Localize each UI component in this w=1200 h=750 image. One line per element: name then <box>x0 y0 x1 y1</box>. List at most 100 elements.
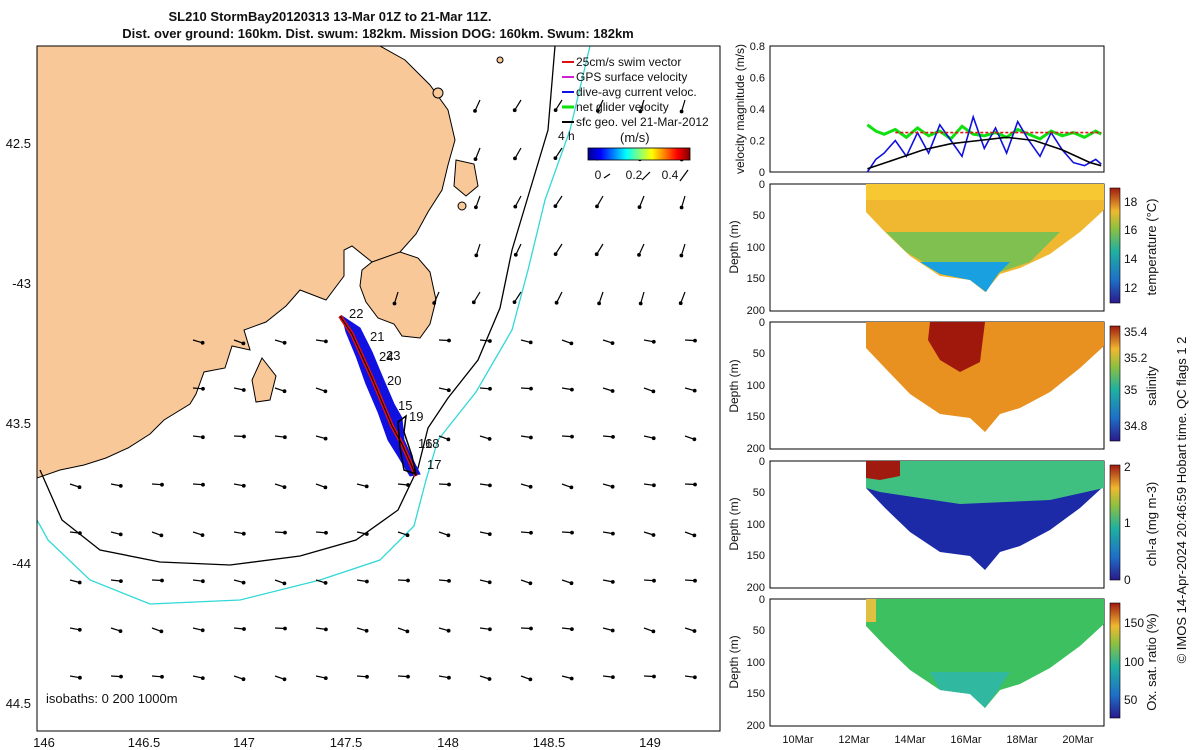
temperature-colorbar-label: temperature (°C) <box>1144 199 1159 296</box>
current-vector-head <box>678 301 683 306</box>
current-vector-head <box>282 581 287 586</box>
current-vector-head <box>513 252 518 257</box>
legend-label: dive-avg current veloc. <box>576 85 697 99</box>
current-vector-head <box>201 386 205 391</box>
current-vector-head <box>570 387 574 392</box>
current-vector-head <box>679 109 684 114</box>
current-vector-head <box>77 485 82 490</box>
lon-axis: 146 146.5 147 147.5 148 148.5 149 <box>33 735 661 750</box>
salinity-section <box>866 322 1104 432</box>
y-tick: 0.2 <box>750 136 765 148</box>
current-vector-head <box>473 157 478 162</box>
current-vector-head <box>512 108 517 113</box>
current-vector-head <box>651 629 656 634</box>
velocity-panel: 0 0.2 0.4 0.6 0.8 velocity magnitude (m/s) <box>733 41 1105 179</box>
current-vector-head <box>446 388 451 393</box>
current-vector-head <box>118 484 123 488</box>
map-colorbar-title: (m/s) <box>620 130 650 145</box>
day-label: 22 <box>349 306 363 321</box>
current-vector <box>681 99 686 112</box>
current-vector-head <box>638 301 643 306</box>
y-tick: 100 <box>747 380 765 392</box>
current-vector-head <box>487 437 492 441</box>
temperature-yticks: 0 50 100 150 200 <box>747 179 765 317</box>
current-vector <box>680 243 686 256</box>
velocity-series-line <box>867 136 1102 170</box>
colorbar-tick: 35 <box>1124 383 1138 397</box>
current-vector-head <box>446 628 451 633</box>
salinity-colorbar-label: salinity <box>1144 366 1159 406</box>
current-vector-head <box>283 530 287 535</box>
velocity-series-line <box>866 114 1102 173</box>
glider-loop <box>397 414 418 476</box>
current-vector-head <box>692 388 697 393</box>
current-vector-head <box>512 300 517 305</box>
current-vector <box>514 195 522 207</box>
current-vector-head <box>77 580 82 585</box>
current-vector-head <box>119 674 123 679</box>
salinity-colorbar <box>1109 325 1121 442</box>
velocity-yticks: 0 0.2 0.4 0.6 0.8 <box>750 41 765 179</box>
current-vector <box>554 147 563 159</box>
map-panel: 22 21 24 23 20 15 19 18 16 17 25cm/s swi… <box>6 45 721 750</box>
current-vector-head <box>364 628 369 633</box>
current-vector-head <box>241 341 246 346</box>
figure-title-line1: SL210 StormBay20120313 13-Mar 01Z to 21-… <box>168 9 491 24</box>
oxygen-yticks: 0 50 100 150 200 <box>747 594 765 732</box>
temperature-colorbar <box>1109 187 1121 304</box>
salinity-high-core <box>928 322 985 372</box>
current-vector <box>393 291 399 304</box>
current-vector-head <box>242 434 246 439</box>
current-vector-head <box>652 483 656 488</box>
current-vector-head <box>488 627 492 632</box>
current-vector-head <box>610 484 615 489</box>
current-vector-head <box>570 627 574 631</box>
current-vector-head <box>553 108 558 112</box>
temperature-warm-band <box>866 184 1104 200</box>
current-vector-head <box>447 675 451 680</box>
depth-label: Depth (m) <box>727 220 741 273</box>
current-vector <box>680 291 686 304</box>
current-vector-head <box>77 675 82 680</box>
current-vector-head <box>77 627 82 632</box>
current-vector-head <box>553 252 558 257</box>
current-vector-head <box>241 483 246 488</box>
day-label: 23 <box>386 348 400 363</box>
current-vector <box>514 99 522 111</box>
velocity-series-line <box>866 123 1102 141</box>
current-vector-head <box>610 389 615 393</box>
chla-panel: 0 1 2 chl-a (mg m-3) Depth (m) 0 50 100 … <box>727 456 1159 594</box>
isobath-1000m <box>37 46 591 605</box>
y-tick: 0.6 <box>750 73 765 85</box>
current-vector-head <box>569 581 574 586</box>
current-vector-head <box>529 386 533 391</box>
current-vector-head <box>447 338 451 343</box>
current-vector-head <box>570 434 574 439</box>
day-label: 18 <box>425 436 439 451</box>
colorbar-tick: 14 <box>1124 252 1138 266</box>
current-vector-head <box>637 252 641 257</box>
day-label: 20 <box>387 373 401 388</box>
current-vector <box>513 291 522 303</box>
chla-surface-band <box>866 461 1104 504</box>
current-vector-head <box>200 340 205 345</box>
lon-tick: 146.5 <box>128 735 161 750</box>
y-tick: 100 <box>747 657 765 669</box>
colorbar-tick: 100 <box>1124 655 1144 669</box>
colorbar-tick: 34.8 <box>1124 419 1148 433</box>
legend-label: GPS surface velocity <box>576 70 687 84</box>
y-tick: 0 <box>759 317 765 329</box>
current-vector <box>640 291 645 304</box>
lat-tick: -43 <box>12 276 31 291</box>
lat-tick: -44 <box>12 556 31 571</box>
lat-axis: 42.5 -43 43.5 -44 44.5 <box>6 136 31 711</box>
current-vector <box>515 243 522 256</box>
lon-tick: 149 <box>639 735 661 750</box>
current-vector-head <box>679 205 684 210</box>
current-vector <box>474 99 481 112</box>
current-vector-head <box>487 532 492 536</box>
oxygen-section <box>866 599 1104 708</box>
current-vector-head <box>528 484 533 489</box>
y-tick: 150 <box>747 273 765 285</box>
y-tick: 0 <box>759 167 765 179</box>
